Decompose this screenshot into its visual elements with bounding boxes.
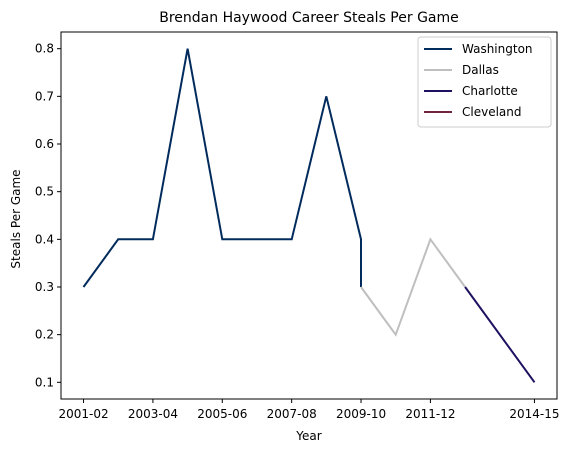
x-axis-label: Year bbox=[295, 429, 321, 443]
legend-label: Charlotte bbox=[462, 84, 518, 98]
x-tick-label: 2005-06 bbox=[197, 407, 247, 421]
x-axis: 2001-02 2003-04 2005-06 2007-08 2009-10 2011-… bbox=[58, 399, 560, 421]
y-tick-label: 0.8 bbox=[35, 42, 54, 56]
series-lines bbox=[82, 48, 536, 383]
x-tick-label: 2003-04 bbox=[128, 407, 178, 421]
x-tick-label: 2011-12 bbox=[405, 407, 455, 421]
y-tick-label: 0.2 bbox=[35, 328, 54, 342]
legend-frame bbox=[417, 36, 552, 128]
legend: Washington Dallas Charlotte Cleveland bbox=[417, 36, 552, 128]
series-line-dallas bbox=[360, 237, 466, 337]
chart-title: Brendan Haywood Career Steals Per Game bbox=[159, 10, 459, 26]
y-tick-label: 0.6 bbox=[35, 137, 54, 151]
series-line-charlotte bbox=[464, 286, 536, 383]
x-tick-label: 2009-10 bbox=[336, 407, 386, 421]
y-axis: 0.1 0.2 0.3 0.4 0.5 0.6 0.7 0.8 bbox=[35, 42, 61, 389]
legend-label: Washington bbox=[462, 42, 533, 56]
y-tick-label: 0.7 bbox=[35, 89, 54, 103]
plot-area bbox=[60, 31, 558, 400]
x-tick-label: 2014-15 bbox=[509, 407, 559, 421]
x-tick-label: 2001-02 bbox=[58, 407, 108, 421]
legend-label: Cleveland bbox=[462, 105, 522, 119]
y-axis-label: Steals Per Game bbox=[9, 169, 23, 268]
y-tick-label: 0.1 bbox=[35, 375, 54, 389]
y-tick-label: 0.5 bbox=[35, 185, 54, 199]
legend-label: Dallas bbox=[462, 63, 499, 77]
x-tick-label: 2007-08 bbox=[267, 407, 317, 421]
y-tick-label: 0.3 bbox=[35, 280, 54, 294]
series-line-washington bbox=[82, 48, 362, 288]
y-tick-label: 0.4 bbox=[35, 232, 54, 246]
